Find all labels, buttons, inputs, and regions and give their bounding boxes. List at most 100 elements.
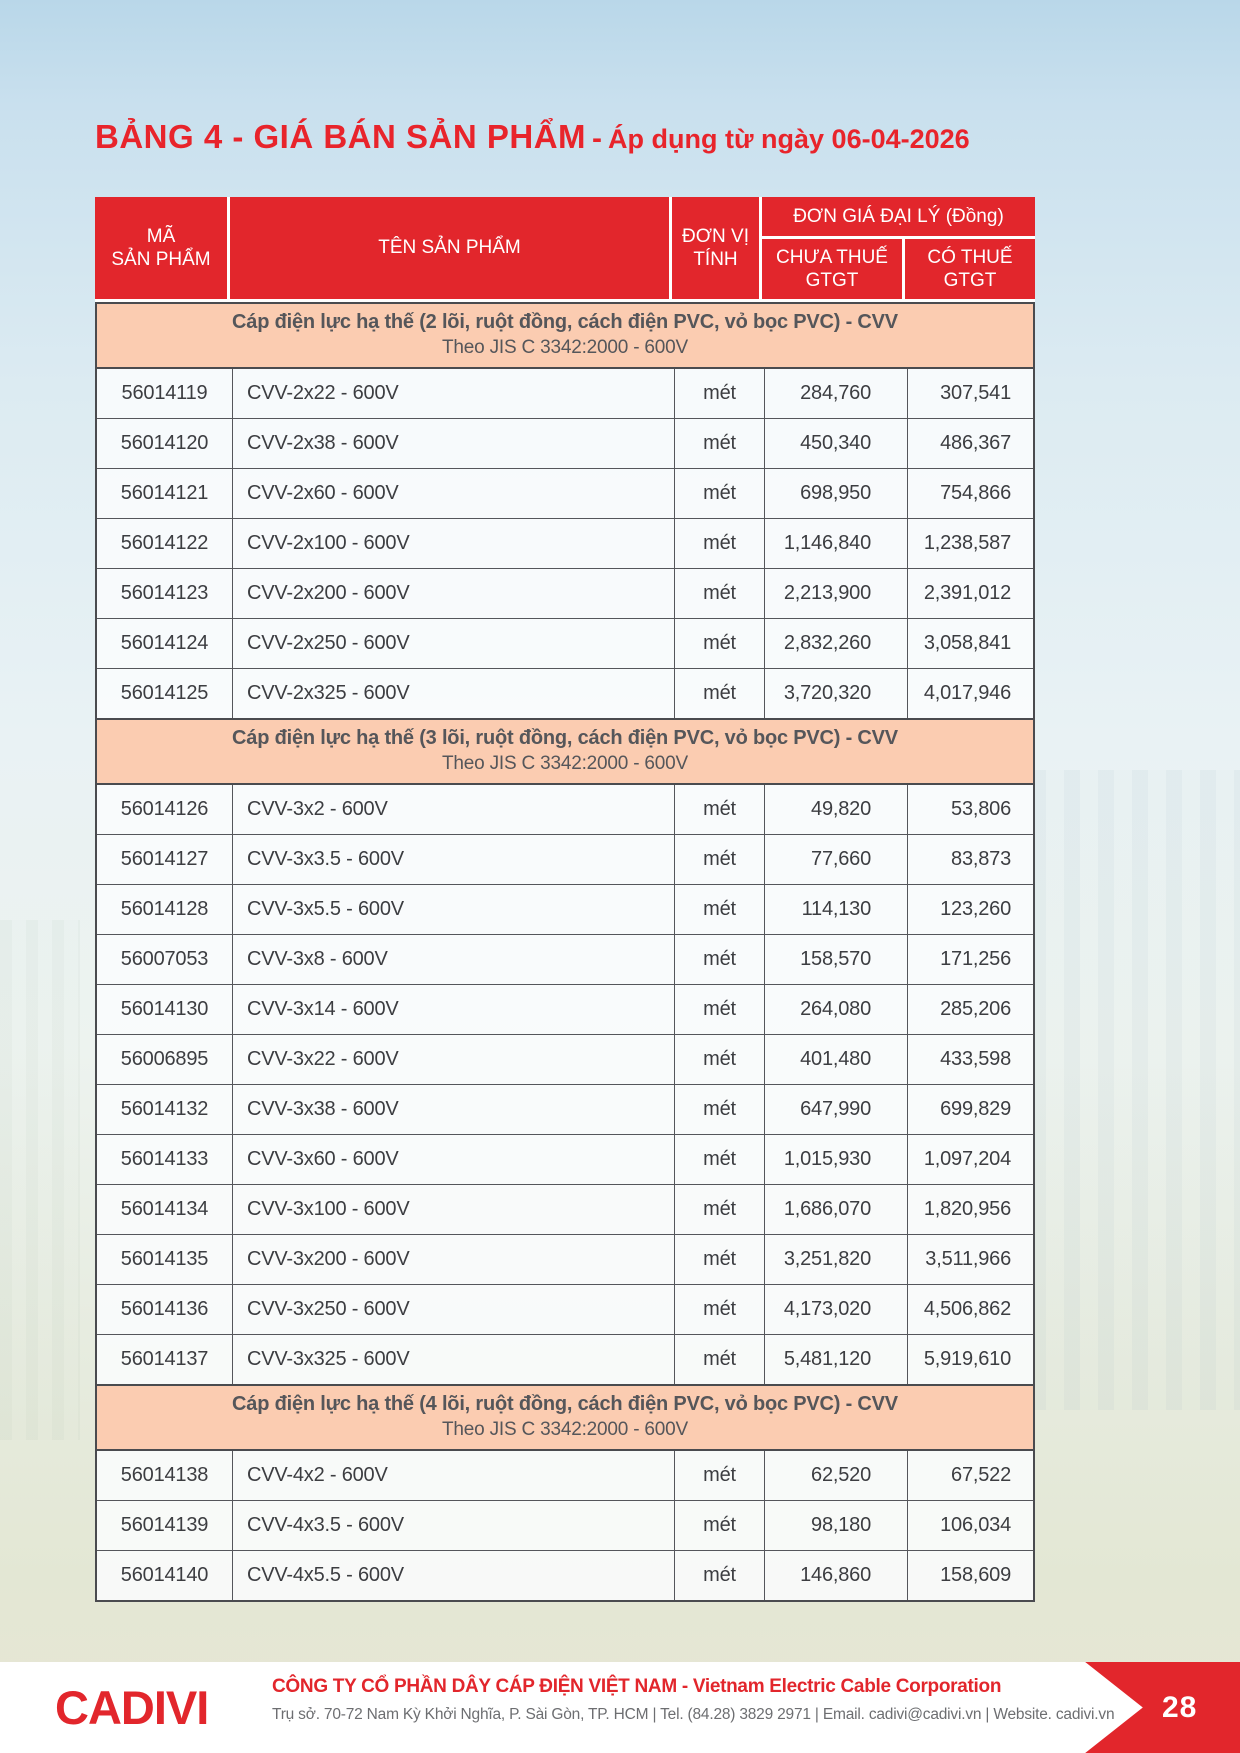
price-inc-tax-cell: 1,097,204 xyxy=(907,1135,1037,1184)
column-header-price-group: ĐƠN GIÁ ĐẠI LÝ (Đồng) xyxy=(762,197,1035,239)
product-row: 56014132 CVV-3x38 - 600V mét 647,990 699,829 xyxy=(97,1084,1033,1134)
product-code-cell: 56014139 xyxy=(120,1514,209,1536)
product-code-cell: 56014120 xyxy=(120,432,209,454)
price-ex-tax-cell: 1,015,930 xyxy=(764,1135,907,1184)
price-inc-tax-cell: 171,256 xyxy=(907,935,1037,984)
page-number: 28 xyxy=(1162,1690,1198,1724)
section-subtitle: Theo JIS C 3342:2000 - 600V xyxy=(442,337,688,358)
product-name-cell: CVV-3x325 - 600V xyxy=(232,1335,674,1384)
section-band: Cáp điện lực hạ thế (3 lõi, ruột đồng, c… xyxy=(97,718,1033,785)
page-title-main: BẢNG 4 - GIÁ BÁN SẢN PHẨM xyxy=(95,118,587,155)
price-ex-tax-cell: 1,146,840 xyxy=(764,519,907,568)
price-inc-tax-cell: 4,506,862 xyxy=(907,1285,1037,1334)
unit-cell: mét xyxy=(674,1135,764,1184)
product-name-cell: CVV-2x38 - 600V xyxy=(232,419,674,468)
price-ex-tax-cell: 49,820 xyxy=(764,785,907,834)
product-name-cell: CVV-3x200 - 600V xyxy=(232,1235,674,1284)
product-code-cell: 56014133 xyxy=(120,1148,209,1170)
column-header-price-inc-tax: CÓ THUẾ GTGT xyxy=(905,239,1035,299)
price-ex-tax-cell: 98,180 xyxy=(764,1501,907,1550)
price-inc-tax-cell: 5,919,610 xyxy=(907,1335,1037,1384)
price-inc-tax-cell: 433,598 xyxy=(907,1035,1037,1084)
unit-cell: mét xyxy=(674,1035,764,1084)
unit-cell: mét xyxy=(674,985,764,1034)
section-subtitle: Theo JIS C 3342:2000 - 600V xyxy=(442,753,688,774)
price-ex-tax-cell: 1,686,070 xyxy=(764,1185,907,1234)
footer-company-info: CÔNG TY CỔ PHẦN DÂY CÁP ĐIỆN VIỆT NAM - … xyxy=(272,1676,1115,1724)
price-ex-tax-cell: 158,570 xyxy=(764,935,907,984)
price-ex-tax-cell: 2,832,260 xyxy=(764,619,907,668)
product-code-cell: 56014127 xyxy=(120,848,209,870)
price-inc-tax-cell: 2,391,012 xyxy=(907,569,1037,618)
price-ex-tax-cell: 114,130 xyxy=(764,885,907,934)
product-name-cell: CVV-3x5.5 - 600V xyxy=(232,885,674,934)
product-name-cell: CVV-3x8 - 600V xyxy=(232,935,674,984)
page-title-note: Áp dụng từ ngày 06-04-2026 xyxy=(608,124,970,154)
product-name-cell: CVV-2x325 - 600V xyxy=(232,669,674,718)
product-name-cell: CVV-3x14 - 600V xyxy=(232,985,674,1034)
product-row: 56014122 CVV-2x100 - 600V mét 1,146,840 1,23… xyxy=(97,518,1033,568)
product-code-cell: 56014132 xyxy=(120,1098,209,1120)
price-ex-tax-cell: 3,251,820 xyxy=(764,1235,907,1284)
product-code-cell: 56014125 xyxy=(120,682,209,704)
section-subtitle: Theo JIS C 3342:2000 - 600V xyxy=(442,1419,688,1440)
product-code-cell: 56006895 xyxy=(120,1048,209,1070)
product-name-cell: CVV-2x250 - 600V xyxy=(232,619,674,668)
price-inc-tax-cell: 106,034 xyxy=(907,1501,1037,1550)
product-row: 56014140 CVV-4x5.5 - 600V mét 146,860 158,60… xyxy=(97,1550,1033,1600)
price-inc-tax-cell: 3,058,841 xyxy=(907,619,1037,668)
product-code-cell: 56014126 xyxy=(120,798,209,820)
price-inc-tax-cell: 486,367 xyxy=(907,419,1037,468)
price-inc-tax-cell: 754,866 xyxy=(907,469,1037,518)
price-inc-tax-cell: 307,541 xyxy=(907,369,1037,418)
price-ex-tax-cell: 3,720,320 xyxy=(764,669,907,718)
cadivi-logo: CADIVI xyxy=(55,1681,209,1734)
table-body: Cáp điện lực hạ thế (2 lõi, ruột đồng, c… xyxy=(95,302,1035,1602)
background-cityscape-left xyxy=(0,920,80,1440)
unit-cell: mét xyxy=(674,369,764,418)
product-name-cell: CVV-2x60 - 600V xyxy=(232,469,674,518)
product-code-cell: 56014134 xyxy=(120,1198,209,1220)
product-name-cell: CVV-3x60 - 600V xyxy=(232,1135,674,1184)
page-title: BẢNG 4 - GIÁ BÁN SẢN PHẨM - Áp dụng từ ngà… xyxy=(95,118,1155,156)
product-name-cell: CVV-3x2 - 600V xyxy=(232,785,674,834)
page-title-separator: - xyxy=(592,122,603,155)
product-row: 56014121 CVV-2x60 - 600V mét 698,950 754,866 xyxy=(97,468,1033,518)
product-code-cell: 56014124 xyxy=(120,632,209,654)
company-name: CÔNG TY CỔ PHẦN DÂY CÁP ĐIỆN VIỆT NAM - … xyxy=(272,1676,1002,1697)
product-row: 56014139 CVV-4x3.5 - 600V mét 98,180 106,034 xyxy=(97,1500,1033,1550)
unit-cell: mét xyxy=(674,519,764,568)
column-header-price-ex-tax: CHƯA THUẾ GTGT xyxy=(762,239,905,299)
section-band: Cáp điện lực hạ thế (2 lõi, ruột đồng, c… xyxy=(97,304,1033,369)
price-ex-tax-cell: 5,481,120 xyxy=(764,1335,907,1384)
product-name-cell: CVV-3x3.5 - 600V xyxy=(232,835,674,884)
product-row: 56014125 CVV-2x325 - 600V mét 3,720,320 4,01… xyxy=(97,668,1033,718)
product-row: 56014134 CVV-3x100 - 600V mét 1,686,070 1,82… xyxy=(97,1184,1033,1234)
product-code-cell: 56014121 xyxy=(120,482,209,504)
product-row: 56014138 CVV-4x2 - 600V mét 62,520 67,522 xyxy=(97,1451,1033,1500)
unit-cell: mét xyxy=(674,835,764,884)
price-inc-tax-cell: 53,806 xyxy=(907,785,1037,834)
unit-cell: mét xyxy=(674,885,764,934)
unit-cell: mét xyxy=(674,1185,764,1234)
product-row: 56014135 CVV-3x200 - 600V mét 3,251,820 3,51… xyxy=(97,1234,1033,1284)
unit-cell: mét xyxy=(674,1501,764,1550)
product-row: 56014119 CVV-2x22 - 600V mét 284,760 307,541 xyxy=(97,369,1033,418)
unit-cell: mét xyxy=(674,569,764,618)
section-title: Cáp điện lực hạ thế (4 lõi, ruột đồng, c… xyxy=(232,1393,898,1415)
product-name-cell: CVV-4x5.5 - 600V xyxy=(232,1551,674,1600)
product-row: 56014133 CVV-3x60 - 600V mét 1,015,930 1,097… xyxy=(97,1134,1033,1184)
product-name-cell: CVV-3x100 - 600V xyxy=(232,1185,674,1234)
column-header-product-code: MÃ SẢN PHẨM xyxy=(95,197,230,299)
product-code-cell: 56014138 xyxy=(120,1464,209,1486)
product-code-cell: 56014137 xyxy=(120,1348,209,1370)
price-inc-tax-cell: 3,511,966 xyxy=(907,1235,1037,1284)
price-inc-tax-cell: 1,238,587 xyxy=(907,519,1037,568)
unit-cell: mét xyxy=(674,619,764,668)
column-header-unit: ĐƠN VỊ TÍNH xyxy=(672,197,762,299)
product-name-cell: CVV-2x200 - 600V xyxy=(232,569,674,618)
product-code-cell: 56014122 xyxy=(120,532,209,554)
section-title: Cáp điện lực hạ thế (3 lõi, ruột đồng, c… xyxy=(232,727,898,749)
product-row: 56014127 CVV-3x3.5 - 600V mét 77,660 83,873 xyxy=(97,834,1033,884)
